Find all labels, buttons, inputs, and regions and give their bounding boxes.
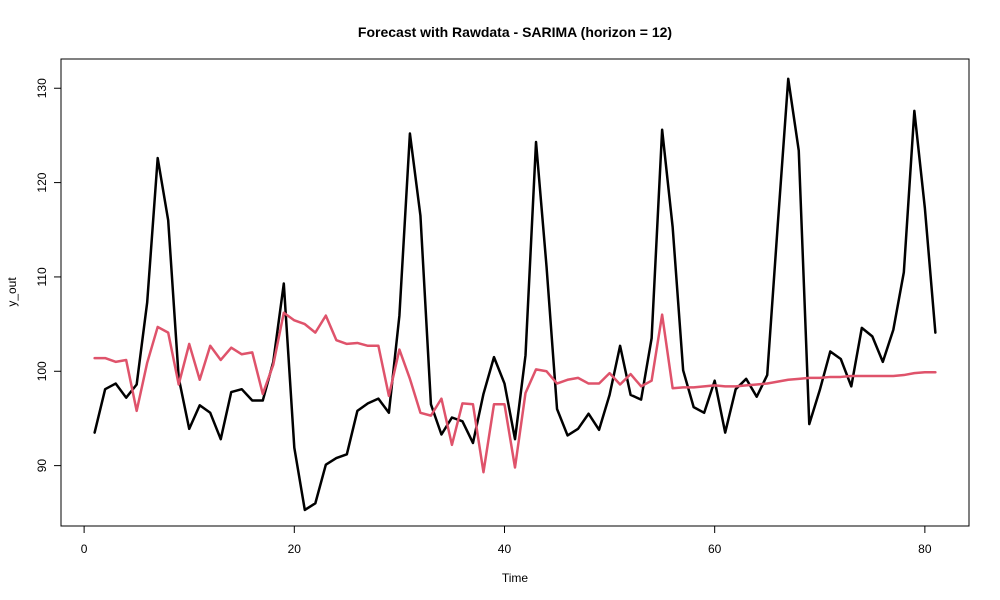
x-tick-label: 20	[288, 542, 302, 556]
series-layer	[93, 77, 937, 512]
plot-frame	[60, 58, 970, 527]
x-tick-label: 60	[708, 542, 722, 556]
x-tick-label: 40	[498, 542, 512, 556]
y-tick-label: 130	[35, 78, 49, 98]
y-axis: 90 100 110 120 130	[35, 78, 62, 473]
y-axis-label: y_out	[5, 277, 19, 307]
x-axis: 0 20 40 60 80	[81, 525, 932, 556]
series-line-1	[93, 77, 937, 512]
y-tick-label: 120	[35, 172, 49, 192]
x-tick-label: 0	[81, 542, 88, 556]
series-line-2	[93, 311, 937, 474]
x-axis-label: Time	[502, 571, 529, 585]
y-tick-label: 110	[35, 267, 49, 286]
x-tick-label: 80	[918, 542, 932, 556]
chart-title: Forecast with Rawdata - SARIMA (horizon …	[358, 24, 672, 40]
y-tick-label: 100	[35, 361, 49, 381]
y-tick-label: 90	[35, 459, 49, 473]
